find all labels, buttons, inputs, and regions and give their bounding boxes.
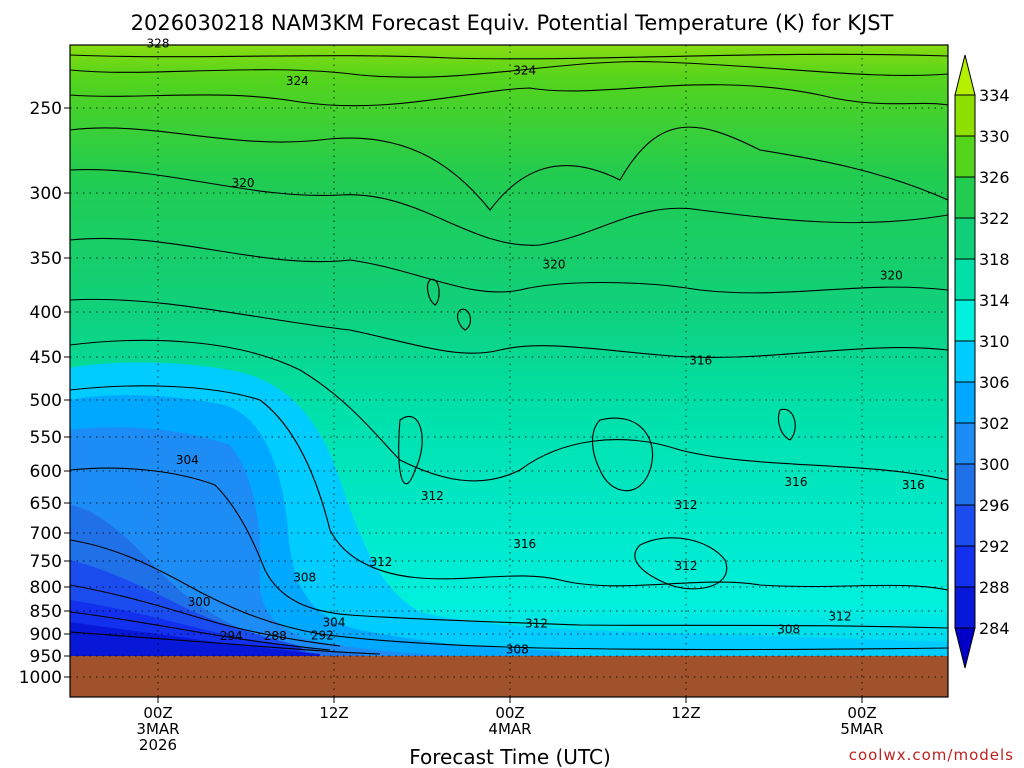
contour-label-294-22: 294 xyxy=(220,629,243,643)
x-tick-label-4-1: 5MAR xyxy=(840,720,883,738)
colorbar-tick-318-4: 318 xyxy=(979,250,1010,269)
colorbar-box-8 xyxy=(954,381,976,424)
contour-labels: 328 324 324 320 320 320 316 316 316 316 312 312 312 3… xyxy=(147,36,925,656)
x-tick-label-0-2: 2026 xyxy=(139,736,177,754)
colorbar-tick-314-5: 314 xyxy=(979,291,1010,310)
contour-label-320-5: 320 xyxy=(880,268,903,282)
y-tick-label-400: 400 xyxy=(30,303,62,323)
colorbar-box-3 xyxy=(954,176,976,219)
plot-area xyxy=(70,45,948,697)
x-tick-label-2-0: 00Z xyxy=(495,704,524,722)
chart-title: 2026030218 NAM3KM Forecast Equiv. Potent… xyxy=(131,11,894,35)
contour-lines xyxy=(70,53,948,655)
y-tick-label-500: 500 xyxy=(30,391,62,411)
y-tick-label-750: 750 xyxy=(30,552,62,572)
y-tick-label-250: 250 xyxy=(30,99,62,119)
colorbar-box-13 xyxy=(954,586,976,629)
colorbar: 334 330 326 322 318 314 310 306 302 300 296 292 288 2… xyxy=(954,54,1010,669)
y-tick-label-800: 800 xyxy=(30,578,62,598)
colorbar-tick-288-12: 288 xyxy=(979,578,1010,597)
colorbar-tick-330-1: 330 xyxy=(979,127,1010,146)
x-tick-label-3-0: 12Z xyxy=(671,704,700,722)
colorbar-box-6 xyxy=(954,299,976,342)
plot-frame xyxy=(69,44,949,698)
x-axis-label: Forecast Time (UTC) xyxy=(409,745,611,768)
y-tick-label-700: 700 xyxy=(30,524,62,544)
contour-label-312-13: 312 xyxy=(675,559,698,573)
y-tick-label-600: 600 xyxy=(30,462,62,482)
contour-label-312-12: 312 xyxy=(369,555,392,569)
colorbar-box-7 xyxy=(954,340,976,383)
y-tick-label-350: 350 xyxy=(30,249,62,269)
contour-label-312-15: 312 xyxy=(829,610,852,624)
contour-label-312-14: 312 xyxy=(525,616,548,630)
contour-label-304-19: 304 xyxy=(176,453,199,467)
colorbar-box-10 xyxy=(954,463,976,506)
contour-label-320-3: 320 xyxy=(232,176,255,190)
colorbar-box-5 xyxy=(954,258,976,301)
contour-label-328-0: 328 xyxy=(147,36,170,50)
ground-below-surface xyxy=(70,656,948,697)
contour-label-288-23: 288 xyxy=(264,629,287,643)
colorbar-box-12 xyxy=(954,545,976,588)
colorbar-box-4 xyxy=(954,217,976,260)
y-tick-label-450: 450 xyxy=(30,348,62,368)
y-tick-label-650: 650 xyxy=(30,494,62,514)
contour-label-316-7: 316 xyxy=(785,475,808,489)
colorbar-tick-306-7: 306 xyxy=(979,373,1010,392)
contour-label-312-11: 312 xyxy=(675,498,698,512)
cold-pool-284 xyxy=(70,622,320,656)
credit-text: coolwx.com/models xyxy=(849,746,1014,764)
colorbar-tick-296-10: 296 xyxy=(979,496,1010,515)
contour-label-308-16: 308 xyxy=(293,571,316,585)
contour-label-316-8: 316 xyxy=(902,478,925,492)
colorbar-tick-326-2: 326 xyxy=(979,168,1010,187)
contour-label-304-20: 304 xyxy=(323,616,346,630)
colorbar-box-11 xyxy=(954,504,976,547)
contour-label-300-21: 300 xyxy=(188,595,211,609)
colorbar-tick-334-0: 334 xyxy=(979,86,1010,105)
colorbar-tick-310-6: 310 xyxy=(979,332,1010,351)
colorbar-box-1 xyxy=(954,94,976,137)
y-tick-label-900: 900 xyxy=(30,625,62,645)
colorbar-tick-322-3: 322 xyxy=(979,209,1010,228)
contour-label-308-17: 308 xyxy=(777,622,800,636)
y-tick-label-950: 950 xyxy=(30,647,62,667)
colorbar-tick-284-13: 284 xyxy=(979,619,1010,638)
y-tick-label-550: 550 xyxy=(30,428,62,448)
y-tick-label-1000: 1000 xyxy=(19,668,62,688)
contour-label-292-24: 292 xyxy=(311,628,334,642)
contour-label-316-6: 316 xyxy=(689,353,712,367)
x-tick-label-0-0: 00Z xyxy=(143,704,172,722)
colorbar-tick-302-8: 302 xyxy=(979,414,1010,433)
contour-label-324-2: 324 xyxy=(513,64,536,78)
x-tick-label-4-0: 00Z xyxy=(847,704,876,722)
colorbar-box-9 xyxy=(954,422,976,465)
colorbar-tick-292-11: 292 xyxy=(979,537,1010,556)
contour-label-320-4: 320 xyxy=(543,257,566,271)
y-axis: 250 300 350 400 450 500 550 600 650 700 750 800 850 9… xyxy=(19,99,70,688)
x-tick-label-2-1: 4MAR xyxy=(488,720,531,738)
contour-label-316-9: 316 xyxy=(513,537,536,551)
x-tick-label-1-0: 12Z xyxy=(319,704,348,722)
colorbar-box-2 xyxy=(954,135,976,178)
colorbar-bottom-arrow xyxy=(954,627,976,669)
colorbar-top-arrow xyxy=(954,54,976,96)
y-tick-label-850: 850 xyxy=(30,602,62,622)
x-tick-label-0-1: 3MAR xyxy=(136,720,179,738)
contour-label-308-18: 308 xyxy=(506,642,529,656)
colorbar-tick-300-9: 300 xyxy=(979,455,1010,474)
contour-label-312-10: 312 xyxy=(421,489,444,503)
y-tick-label-300: 300 xyxy=(30,184,62,204)
grid-lines xyxy=(70,45,948,697)
contour-label-324-1: 324 xyxy=(286,74,309,88)
